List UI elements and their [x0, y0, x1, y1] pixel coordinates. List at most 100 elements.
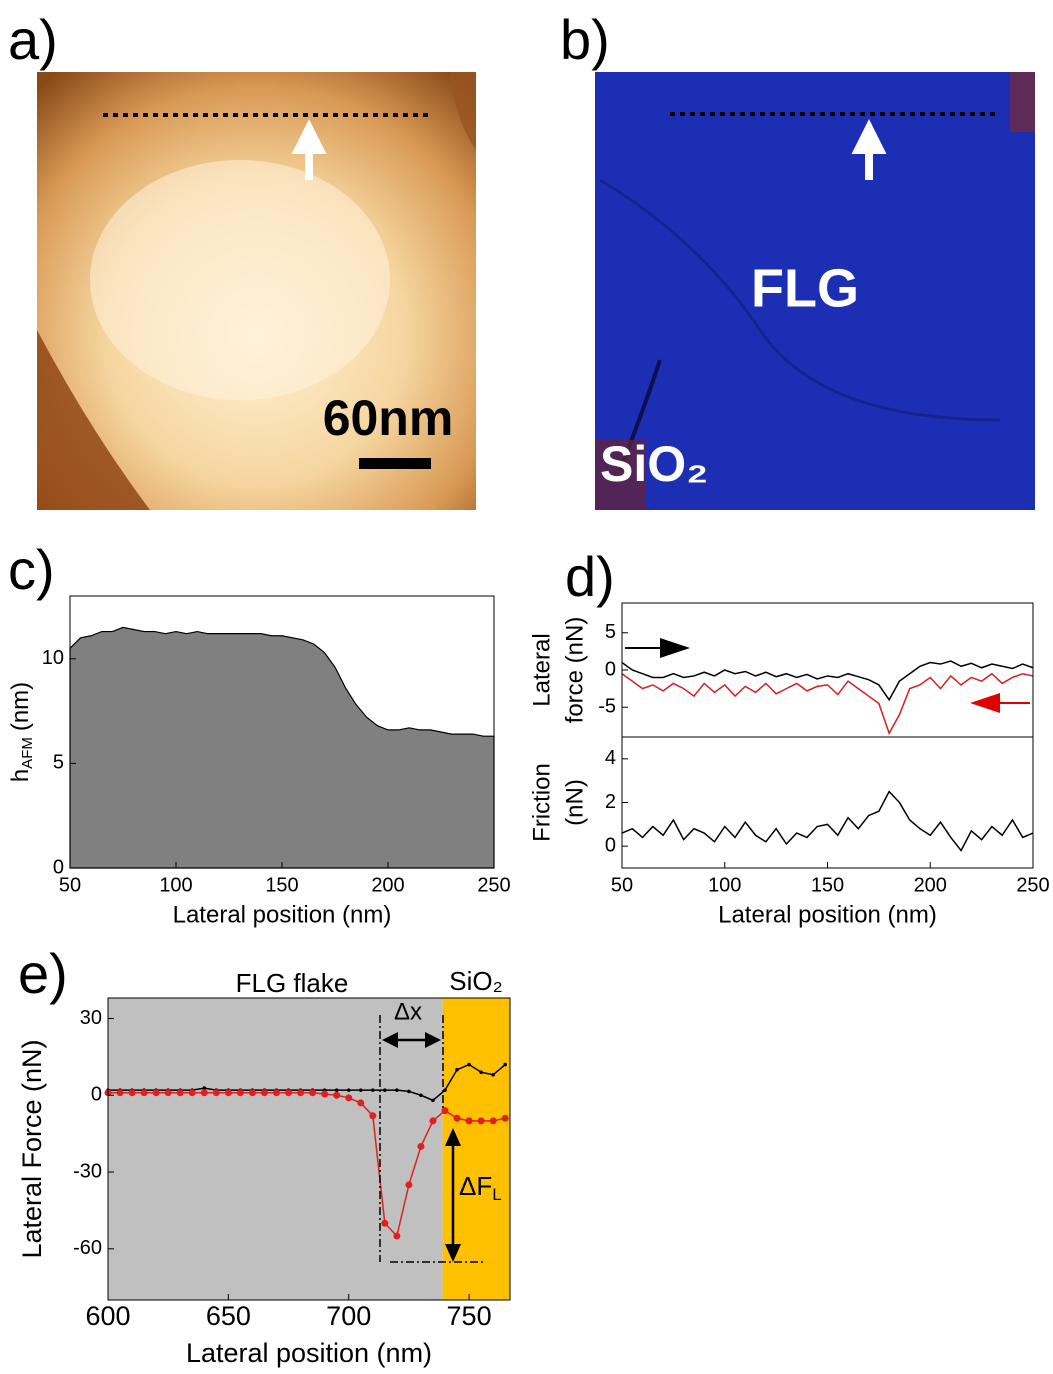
- y-tick-label: 5: [53, 752, 64, 774]
- panel-label: b): [560, 8, 610, 71]
- x-tick-label: 50: [611, 874, 633, 896]
- x-tick-label: 750: [447, 1301, 492, 1331]
- marker: [419, 1093, 423, 1098]
- region-label: SiO₂: [449, 966, 502, 996]
- y-tick-label: 30: [80, 1007, 102, 1029]
- marker: [369, 1112, 377, 1120]
- marker: [503, 1062, 507, 1067]
- marker: [297, 1089, 305, 1097]
- marker: [188, 1089, 196, 1097]
- label-part: ΔF: [459, 1171, 492, 1201]
- marker: [429, 1117, 437, 1125]
- y-tick-label: 0: [605, 658, 616, 680]
- scale-label: 60nm: [323, 390, 454, 446]
- y-tick-label: 4: [605, 747, 616, 769]
- marker: [489, 1117, 497, 1125]
- shaded-region: [108, 998, 443, 1300]
- marker: [407, 1089, 411, 1094]
- marker: [501, 1114, 509, 1122]
- line: [621, 672, 1034, 736]
- marker: [453, 1114, 461, 1122]
- marker: [200, 1089, 208, 1097]
- marker: [212, 1089, 220, 1097]
- plot-frame: [107, 997, 511, 1301]
- marker: [381, 1219, 389, 1227]
- annotation: Δx: [394, 998, 422, 1025]
- x-axis-label: Lateral position (nm): [173, 901, 392, 928]
- plot: 0 2 4 50 100 150 200 250 Lateral position (nm) Fr…: [528, 736, 1050, 928]
- marker: [345, 1094, 353, 1102]
- marker: [248, 1089, 256, 1097]
- plot: 0 5 10 50 100 150 200 250 Lateral position (nm) c…: [7, 538, 510, 929]
- line: [621, 660, 1034, 702]
- marker: [405, 1181, 413, 1189]
- marker: [477, 1117, 485, 1125]
- y-axis-label: Lateral: [528, 633, 555, 706]
- marker: [455, 1067, 459, 1072]
- marker: [333, 1091, 341, 1099]
- marker: [431, 1098, 435, 1103]
- x-tick-label: 650: [206, 1301, 251, 1331]
- x-tick-label: 150: [811, 874, 844, 896]
- marker: [152, 1089, 160, 1097]
- marker: [260, 1089, 268, 1097]
- marker: [309, 1089, 317, 1097]
- x-tick-label: 100: [159, 874, 192, 896]
- label-subscript: L: [492, 1185, 501, 1204]
- panel-label: a): [8, 8, 58, 71]
- panel-label: e): [18, 942, 68, 1005]
- marker: [383, 1088, 387, 1092]
- y-tick-label: -60: [73, 1237, 102, 1259]
- plot-frame: [621, 736, 1034, 869]
- marker: [370, 1088, 375, 1092]
- plot-frame: [621, 602, 1034, 738]
- marker: [357, 1099, 365, 1107]
- annotation: ΔFL: [459, 1171, 502, 1205]
- marker: [116, 1089, 124, 1097]
- marker: [140, 1089, 148, 1097]
- x-axis-label: Lateral position (nm): [186, 1338, 432, 1368]
- marker: [393, 1232, 401, 1240]
- line: [621, 790, 1034, 852]
- x-tick-label: 700: [326, 1301, 371, 1331]
- plot: -5 0 5 d) Lateral force (nN): [528, 545, 1034, 738]
- y-axis-label: Friction: [528, 763, 555, 842]
- y-axis-label: (nN): [561, 779, 588, 826]
- x-tick-label: 200: [914, 874, 947, 896]
- x-tick-label: 200: [371, 874, 404, 896]
- friction-image: [595, 72, 1035, 510]
- line: [108, 1091, 506, 1238]
- marker: [465, 1117, 473, 1125]
- region-label: FLG flake: [236, 968, 349, 998]
- marker: [467, 1062, 471, 1067]
- marker: [224, 1089, 232, 1097]
- x-tick-label: 100: [708, 874, 741, 896]
- image-label: SiO₂: [600, 436, 708, 492]
- y-tick-label: -5: [598, 696, 616, 718]
- label-part: (nm): [7, 682, 34, 731]
- plot: -60 -30 0 30 600 650 700 750 Lateral position (n…: [17, 942, 511, 1368]
- y-tick-label: 2: [605, 791, 616, 813]
- marker: [441, 1107, 449, 1115]
- marker: [491, 1072, 495, 1077]
- x-tick-label: 600: [85, 1301, 130, 1331]
- marker: [417, 1142, 425, 1150]
- y-axis-label: force (nN): [561, 617, 588, 724]
- marker: [443, 1088, 447, 1092]
- area: [69, 626, 495, 869]
- label-part: h: [7, 769, 34, 782]
- image-label: FLG: [751, 258, 859, 318]
- x-tick-label: 50: [59, 874, 81, 896]
- marker: [334, 1088, 339, 1092]
- marker: [236, 1089, 244, 1097]
- y-tick-label: 0: [91, 1084, 102, 1106]
- afm-image: [37, 72, 476, 510]
- marker: [285, 1089, 293, 1097]
- y-axis-label: hAFM (nm): [7, 682, 36, 782]
- annotation-lines: [379, 1015, 483, 1263]
- x-axis-label: Lateral position (nm): [718, 901, 937, 928]
- y-tick-label: 10: [42, 647, 64, 669]
- y-tick-label: -30: [73, 1160, 102, 1182]
- x-tick-label: 250: [1016, 874, 1049, 896]
